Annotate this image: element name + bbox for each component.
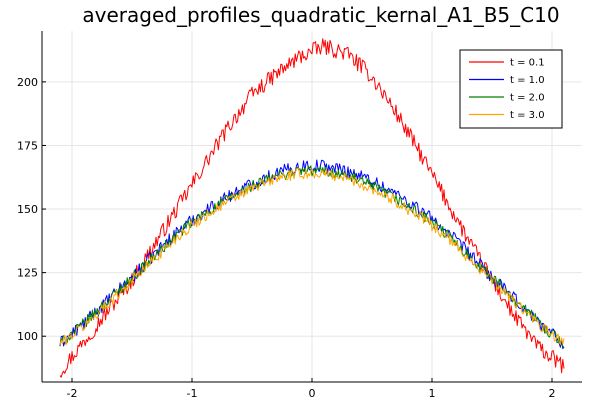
legend: t = 0.1 t = 1.0 t = 2.0 t = 3.0	[459, 49, 563, 129]
chart-title: averaged_profiles_quadratic_kernal_A1_B5…	[82, 3, 559, 27]
x-tick-label: 0	[309, 387, 316, 400]
series-layer	[59, 38, 565, 378]
y-tick-label: 150	[17, 203, 38, 216]
legend-label-2: t = 1.0	[510, 75, 545, 86]
x-tick-label: -1	[187, 387, 198, 400]
y-tick-label: 125	[17, 267, 38, 280]
x-tick-label: 1	[429, 387, 436, 400]
y-tick-label: 175	[17, 139, 38, 152]
legend-label-3: t = 2.0	[510, 93, 545, 104]
legend-label-1: t = 0.1	[510, 58, 545, 69]
axes-layer: -2 -1 0 1 2 100 125 150 175 200	[17, 31, 582, 400]
legend-label-4: t = 3.0	[510, 110, 545, 121]
x-tick-label: -2	[67, 387, 78, 400]
y-tick-label: 200	[17, 76, 38, 89]
x-tick-label: 2	[549, 387, 556, 400]
series-line-4	[59, 167, 565, 346]
series-line-3	[59, 165, 565, 349]
y-tick-label: 100	[17, 330, 38, 343]
